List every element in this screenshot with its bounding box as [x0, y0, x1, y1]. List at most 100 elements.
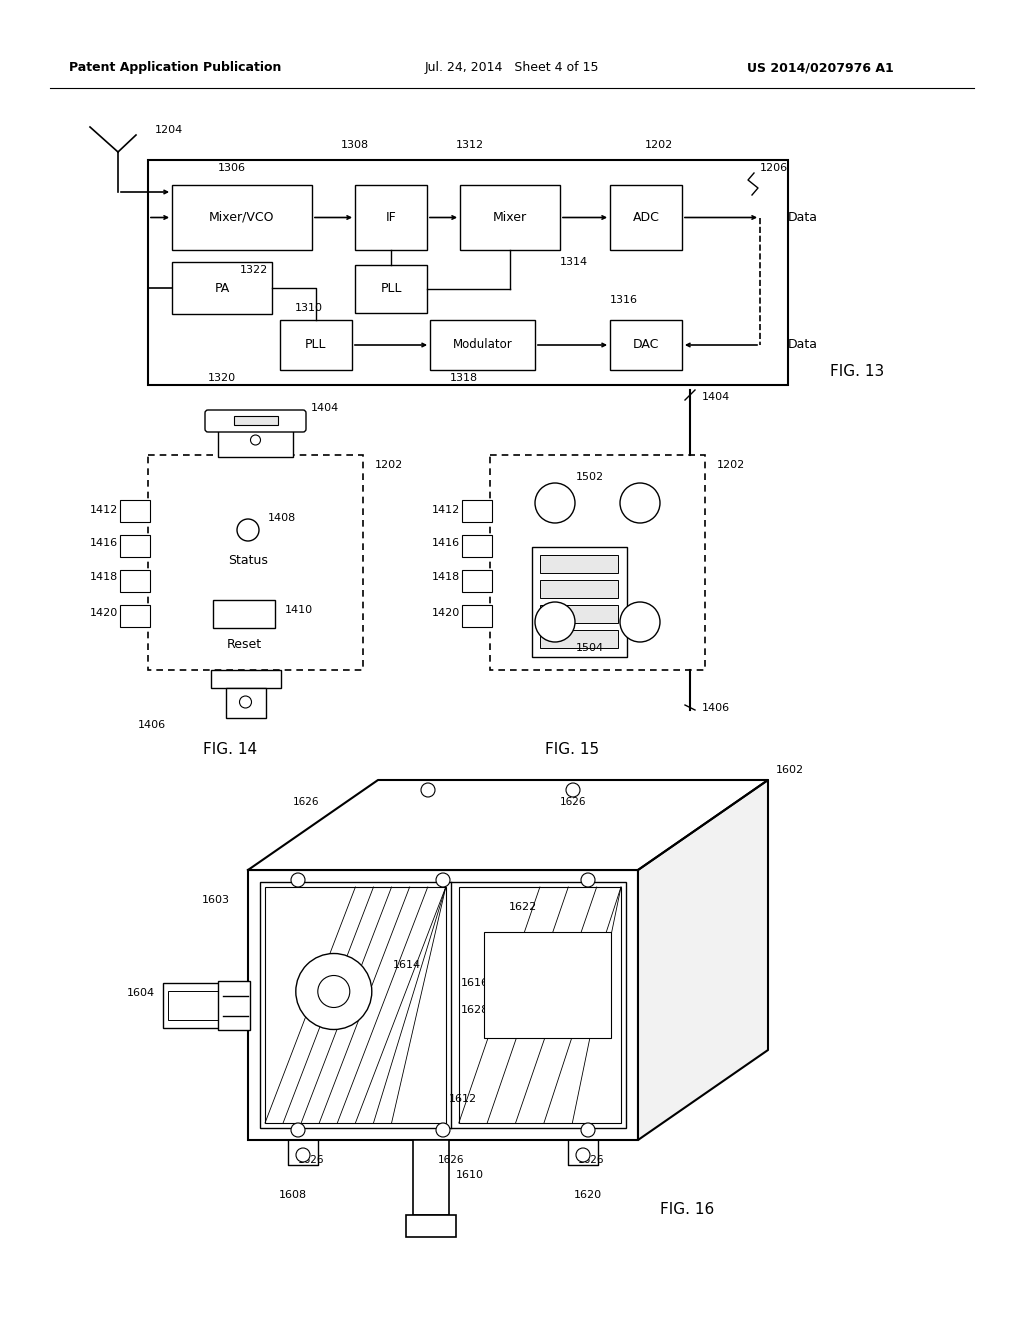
Bar [462, 605, 492, 627]
Circle shape [421, 783, 435, 797]
Bar [460, 185, 560, 249]
Bar [532, 546, 627, 657]
Bar [233, 416, 278, 425]
Text: 1202: 1202 [645, 140, 673, 150]
Text: Mixer/VCO: Mixer/VCO [209, 211, 274, 224]
Text: 1308: 1308 [341, 140, 369, 150]
Text: 1310: 1310 [295, 304, 323, 313]
Text: 1626: 1626 [293, 797, 319, 807]
Text: 1618: 1618 [539, 978, 567, 989]
Circle shape [620, 483, 660, 523]
Bar [355, 185, 427, 249]
Bar [233, 416, 278, 425]
Text: 1404: 1404 [310, 403, 339, 413]
Bar [540, 630, 618, 648]
Text: DAC: DAC [633, 338, 659, 351]
Polygon shape [638, 780, 768, 1140]
Bar [355, 265, 427, 313]
Bar [414, 1140, 450, 1214]
Text: 1412: 1412 [432, 506, 460, 515]
Bar [248, 870, 638, 1140]
Bar [540, 605, 618, 623]
Circle shape [251, 436, 260, 445]
Text: 1416: 1416 [432, 539, 460, 548]
Text: 1316: 1316 [610, 294, 638, 305]
Text: FIG. 13: FIG. 13 [830, 364, 885, 380]
Circle shape [291, 873, 305, 887]
Circle shape [535, 602, 575, 642]
Bar [218, 981, 250, 1031]
Text: 1406: 1406 [138, 719, 166, 730]
Bar [483, 932, 611, 1039]
Circle shape [240, 696, 252, 708]
Circle shape [581, 873, 595, 887]
Text: 1624: 1624 [559, 1022, 587, 1032]
Bar [172, 185, 312, 249]
Bar [540, 554, 618, 573]
Bar [148, 455, 362, 671]
Text: 1312: 1312 [456, 140, 484, 150]
Circle shape [296, 1148, 310, 1162]
Text: 1604: 1604 [127, 989, 155, 998]
Text: FIG. 14: FIG. 14 [203, 742, 257, 758]
Text: 1616: 1616 [461, 978, 488, 989]
Text: 1504: 1504 [575, 643, 604, 653]
Bar [120, 535, 150, 557]
Bar [218, 413, 293, 457]
Bar [610, 185, 682, 249]
Bar [120, 570, 150, 591]
Circle shape [237, 519, 259, 541]
Text: 1306: 1306 [218, 162, 246, 173]
Text: Reset: Reset [226, 638, 261, 651]
Bar [172, 261, 272, 314]
Bar [490, 455, 705, 671]
Text: 1606: 1606 [314, 991, 343, 1002]
Text: 1626: 1626 [298, 1155, 325, 1166]
Text: 1420: 1420 [90, 609, 118, 618]
Text: US 2014/0207976 A1: US 2014/0207976 A1 [746, 62, 893, 74]
Text: 1626: 1626 [578, 1155, 604, 1166]
Bar [430, 319, 535, 370]
Text: FIG. 16: FIG. 16 [660, 1203, 715, 1217]
Text: 1603: 1603 [202, 895, 230, 906]
Text: Modulator: Modulator [453, 338, 512, 351]
Bar [120, 605, 150, 627]
Text: 1406: 1406 [702, 704, 730, 713]
Text: 1626: 1626 [560, 797, 587, 807]
Text: 1410: 1410 [285, 605, 313, 615]
Bar [265, 887, 445, 1123]
Text: FIG. 15: FIG. 15 [545, 742, 599, 758]
Circle shape [581, 1123, 595, 1137]
Bar [462, 535, 492, 557]
Circle shape [575, 1148, 590, 1162]
Bar [148, 160, 788, 385]
Bar [459, 887, 621, 1123]
Circle shape [566, 783, 580, 797]
Text: 1314: 1314 [560, 257, 588, 267]
Text: 1404: 1404 [702, 392, 730, 403]
Text: Mixer: Mixer [493, 211, 527, 224]
Text: 1502: 1502 [575, 473, 604, 482]
Text: 1412: 1412 [90, 506, 118, 515]
Text: 1206: 1206 [760, 162, 788, 173]
Text: 1628: 1628 [461, 1006, 489, 1015]
Text: 1420: 1420 [432, 609, 460, 618]
Bar [462, 570, 492, 591]
Bar [610, 319, 682, 370]
Text: 1418: 1418 [90, 572, 118, 582]
Text: 1614: 1614 [392, 960, 421, 969]
Text: PLL: PLL [380, 282, 401, 296]
Text: Status: Status [228, 553, 268, 566]
Text: 1202: 1202 [717, 459, 745, 470]
Text: 1626: 1626 [437, 1155, 464, 1166]
Text: ADC: ADC [633, 211, 659, 224]
Text: 1408: 1408 [268, 513, 296, 523]
Text: 1416: 1416 [90, 539, 118, 548]
Text: PLL: PLL [305, 338, 327, 351]
Bar [540, 579, 618, 598]
Polygon shape [248, 780, 768, 870]
Bar [407, 1214, 457, 1237]
Circle shape [317, 975, 350, 1007]
Circle shape [535, 483, 575, 523]
Circle shape [291, 1123, 305, 1137]
